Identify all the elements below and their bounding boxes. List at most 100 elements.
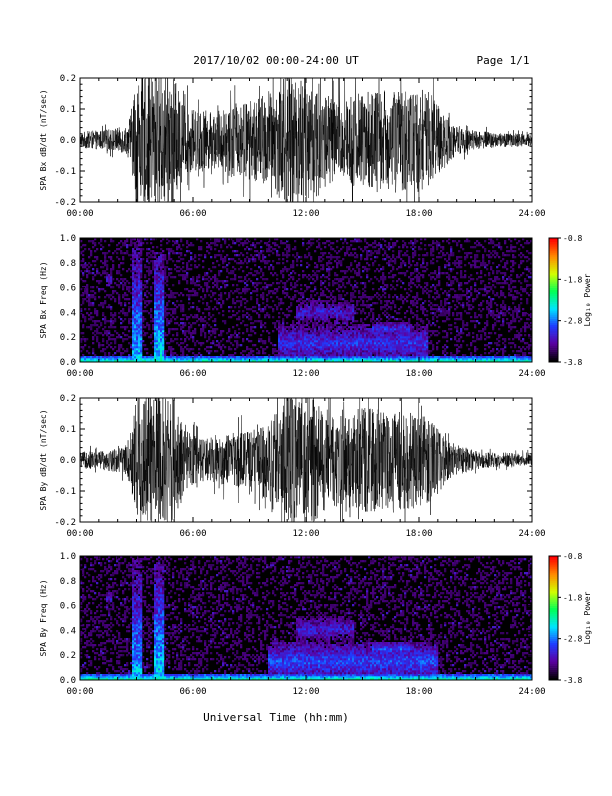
spectrogram-cell: [112, 240, 114, 242]
spectrogram-cell: [404, 356, 406, 358]
spectrogram-cell: [110, 322, 112, 324]
spectrogram-cell: [320, 328, 322, 330]
spectrogram-cell: [400, 264, 402, 266]
spectrogram-cell: [308, 356, 310, 358]
spectrogram-cell: [398, 318, 400, 320]
spectrogram-cell: [388, 272, 390, 274]
spectrogram-cell: [384, 288, 386, 290]
spectrogram-cell: [314, 358, 316, 360]
spectrogram-cell: [266, 262, 268, 264]
spectrogram-cell: [96, 328, 98, 330]
spectrogram-cell: [276, 308, 278, 310]
spectrogram-cell: [166, 342, 168, 344]
spectrogram-cell: [106, 266, 108, 268]
spectrogram-cell: [278, 334, 280, 336]
spectrogram-cell: [266, 248, 268, 250]
spectrogram-cell: [162, 318, 164, 320]
spectrogram-cell: [378, 336, 380, 338]
spectrogram-cell: [294, 344, 296, 346]
spectrogram-cell: [114, 318, 116, 320]
spectrogram-cell: [266, 300, 268, 302]
spectrogram-cell: [310, 296, 312, 298]
spectrogram-cell: [328, 278, 330, 280]
spectrogram-cell: [332, 354, 334, 356]
spectrogram-cell: [134, 298, 136, 300]
spectrogram-cell: [288, 334, 290, 336]
spectrogram-cell: [92, 268, 94, 270]
spectrogram-cell: [126, 350, 128, 352]
spectrogram-cell: [380, 344, 382, 346]
spectrogram-cell: [214, 318, 216, 320]
spectrogram-cell: [128, 286, 130, 288]
spectrogram-cell: [140, 296, 142, 298]
spectrogram-cell: [298, 306, 300, 308]
spectrogram-cell: [400, 342, 402, 344]
spectrogram-cell: [278, 356, 280, 358]
spectrogram-cell: [310, 320, 312, 322]
spectrogram-cell: [408, 262, 410, 264]
spectrogram-cell: [394, 318, 396, 320]
spectrogram-cell: [336, 342, 338, 344]
spectrogram-cell: [336, 316, 338, 318]
spectrogram-cell: [142, 358, 144, 360]
spectrogram-cell: [250, 330, 252, 332]
spectrogram-cell: [308, 346, 310, 348]
spectrogram-cell: [288, 338, 290, 340]
spectrogram-cell: [132, 326, 134, 328]
spectrogram-cell: [360, 350, 362, 352]
spectrogram-cell: [308, 300, 310, 302]
spectrogram-cell: [282, 302, 284, 304]
spectrogram-cell: [192, 322, 194, 324]
spectrogram-cell: [278, 324, 280, 326]
spectrogram-cell: [350, 316, 352, 318]
spectrogram-cell: [110, 314, 112, 316]
spectrogram-cell: [154, 302, 156, 304]
spectrogram-cell: [260, 270, 262, 272]
spectrogram-cell: [94, 250, 96, 252]
spectrogram-cell: [380, 340, 382, 342]
spectrogram-cell: [262, 278, 264, 280]
spectrogram-cell: [208, 286, 210, 288]
spectrogram-cell: [252, 322, 254, 324]
spectrogram-cell: [150, 260, 152, 262]
spectrogram-cell: [292, 350, 294, 352]
spectrogram-cell: [358, 332, 360, 334]
spectrogram-cell: [234, 274, 236, 276]
spectrogram-cell: [398, 254, 400, 256]
spectrogram-cell: [246, 338, 248, 340]
spectrogram-cell: [132, 256, 134, 258]
spectrogram-cell: [274, 248, 276, 250]
spectrogram-cell: [392, 242, 394, 244]
spectrogram-cell: [332, 308, 334, 310]
spectrogram-cell: [338, 350, 340, 352]
spectrogram-cell: [136, 320, 138, 322]
spectrogram-cell: [344, 322, 346, 324]
spectrogram-cell: [310, 356, 312, 358]
spectrogram-cell: [236, 334, 238, 336]
spectrogram-cell: [190, 336, 192, 338]
spectrogram-cell: [206, 286, 208, 288]
spectrogram-cell: [162, 348, 164, 350]
spectrogram-cell: [158, 328, 160, 330]
spectrogram-cell: [244, 258, 246, 260]
spectrogram-cell: [322, 254, 324, 256]
spectrogram-cell: [88, 346, 90, 348]
spectrogram-cell: [180, 326, 182, 328]
spectrogram-cell: [138, 330, 140, 332]
spectrogram-cell: [358, 292, 360, 294]
spectrogram-cell: [208, 280, 210, 282]
spectrogram-cell: [314, 322, 316, 324]
spectrogram-cell: [328, 336, 330, 338]
spectrogram-cell: [84, 280, 86, 282]
spectrogram-cell: [232, 272, 234, 274]
spectrogram-cell: [388, 244, 390, 246]
spectrogram-cell: [104, 256, 106, 258]
spectrogram-cell: [96, 256, 98, 258]
spectrogram-cell: [340, 286, 342, 288]
spectrogram-cell: [272, 248, 274, 250]
spectrogram-cell: [324, 342, 326, 344]
spectrogram-cell: [148, 278, 150, 280]
spectrogram-cell: [396, 354, 398, 356]
spectrogram-cell: [342, 298, 344, 300]
